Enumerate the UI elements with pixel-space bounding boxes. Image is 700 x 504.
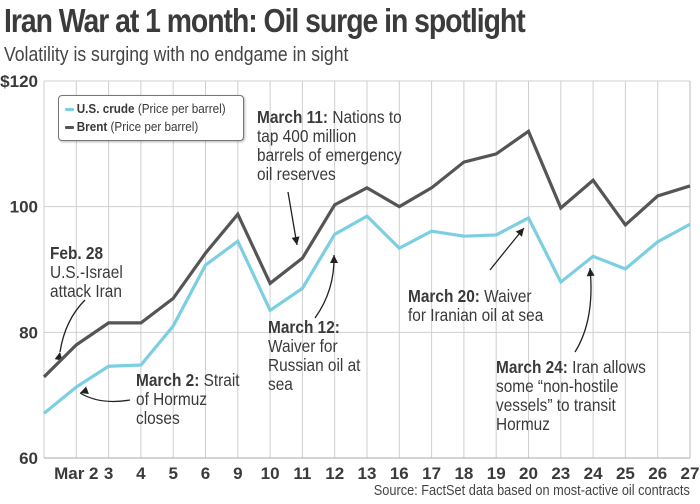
annotation-mar11: March 11: Nations to tap 400 million bar… bbox=[257, 108, 402, 184]
x-tick-label: 20 bbox=[519, 464, 538, 483]
arrow-feb28 bbox=[59, 299, 86, 353]
annotation-text: Nations to bbox=[328, 107, 402, 127]
x-tick-label: 19 bbox=[487, 464, 506, 483]
x-tick-label: 4 bbox=[136, 464, 146, 483]
annotation-line: sea bbox=[268, 374, 293, 394]
x-tick-label: 26 bbox=[648, 464, 667, 483]
arrowhead-icon bbox=[80, 386, 89, 395]
annotation-feb28: Feb. 28 U.S.-Israel attack Iran bbox=[50, 244, 123, 301]
annotation-line: closes bbox=[136, 408, 180, 428]
annotation-text: Iran allows bbox=[567, 357, 646, 377]
annotation-line: barrels of emergency bbox=[257, 145, 402, 165]
x-tick-label: 24 bbox=[584, 464, 603, 483]
arrowhead-icon bbox=[330, 255, 338, 263]
annotation-mar12: March 12: Waiver for Russian oil at sea bbox=[268, 318, 360, 394]
annotation-date: March 11: bbox=[257, 107, 329, 127]
x-tick-label: 27 bbox=[681, 464, 700, 483]
annotation-date: March 24: bbox=[496, 357, 568, 377]
annotation-mar24: March 24: Iran allows some “non-hostile … bbox=[496, 358, 646, 434]
y-tick-label: 100 bbox=[10, 198, 38, 217]
annotation-line: some “non-hostile bbox=[496, 376, 619, 396]
annotation-mar20: March 20: Waiver for Iranian oil at sea bbox=[408, 287, 543, 325]
annotation-line: attack Iran bbox=[50, 281, 122, 301]
annotation-line: U.S.-Israel bbox=[50, 262, 123, 282]
legend-item-brent: Brent (Price per barrel) bbox=[65, 119, 198, 134]
x-tick-label: Mar 2 bbox=[54, 464, 98, 483]
arrowhead-icon bbox=[515, 228, 524, 237]
legend-swatch-brent bbox=[65, 126, 74, 130]
annotation-text: Waiver bbox=[479, 286, 532, 306]
x-tick-label: 11 bbox=[293, 464, 311, 483]
y-tick-label: 80 bbox=[19, 323, 38, 342]
x-tick-label: 17 bbox=[422, 464, 441, 483]
chart-title: Iran War at 1 month: Oil surge in spotli… bbox=[4, 2, 526, 39]
annotation-line: oil reserves bbox=[257, 164, 336, 184]
annotation-line: Waiver for bbox=[268, 336, 338, 356]
x-tick-label: 10 bbox=[261, 464, 280, 483]
legend-item-us-crude: U.S. crude (Price per barrel) bbox=[65, 101, 226, 116]
annotation-line: Russian oil at bbox=[268, 355, 361, 375]
annotation-line: of Hormuz bbox=[136, 389, 208, 409]
legend-swatch-us-crude bbox=[65, 108, 74, 112]
legend-note: (Price per barrel) bbox=[110, 119, 199, 134]
arrow-mar11 bbox=[287, 191, 298, 246]
annotation-date: March 20: bbox=[408, 286, 480, 306]
x-tick-label: 25 bbox=[616, 464, 635, 483]
annotation-text: Strait bbox=[199, 370, 240, 390]
x-tick-label: 9 bbox=[233, 464, 242, 483]
legend-label: U.S. crude bbox=[76, 101, 135, 116]
annotation-mar2: March 2: Strait of Hormuz closes bbox=[136, 371, 240, 428]
legend: U.S. crude (Price per barrel) Brent (Pri… bbox=[58, 95, 244, 141]
legend-label: Brent bbox=[76, 119, 108, 134]
arrow-mar2 bbox=[79, 392, 131, 403]
annotation-line: Hormuz bbox=[496, 414, 550, 434]
x-tick-label: 6 bbox=[201, 464, 210, 483]
arrow-mar24 bbox=[574, 267, 592, 353]
chart-subtitle: Volatility is surging with no endgame in… bbox=[4, 44, 349, 66]
x-tick-label: 5 bbox=[168, 464, 177, 483]
annotation-line: vessels” to transit bbox=[496, 395, 616, 415]
source-note: Source: FactSet data based on most-activ… bbox=[373, 482, 690, 499]
annotation-date: March 12: bbox=[268, 317, 340, 337]
x-tick-label: 13 bbox=[358, 464, 377, 483]
legend-note: (Price per barrel) bbox=[137, 101, 226, 116]
x-tick-label: 16 bbox=[390, 464, 409, 483]
y-tick-label: 60 bbox=[19, 449, 38, 468]
x-tick-label: 23 bbox=[551, 464, 570, 483]
x-tick-label: 12 bbox=[325, 464, 344, 483]
annotation-line: for Iranian oil at sea bbox=[408, 305, 544, 325]
y-tick-label: $120 bbox=[0, 72, 38, 91]
arrowhead-icon bbox=[586, 268, 595, 277]
annotation-line: tap 400 million bbox=[257, 126, 357, 146]
x-tick-label: 18 bbox=[454, 464, 473, 483]
x-tick-label: 3 bbox=[104, 464, 113, 483]
grid bbox=[43, 80, 691, 459]
annotation-date: Feb. 28 bbox=[50, 243, 104, 263]
annotation-date: March 2: bbox=[136, 370, 200, 390]
arrowhead-icon bbox=[291, 236, 300, 245]
